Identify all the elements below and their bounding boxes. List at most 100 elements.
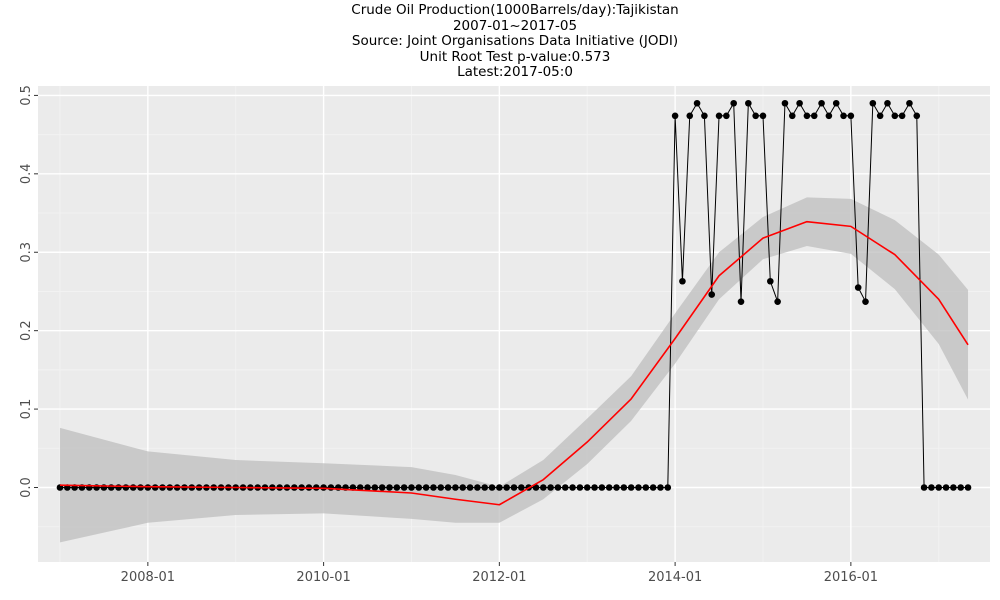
data-point xyxy=(957,484,965,491)
data-point xyxy=(796,99,803,107)
data-point xyxy=(767,277,774,285)
data-point xyxy=(620,484,628,491)
data-point xyxy=(474,484,481,491)
data-point xyxy=(115,484,122,491)
x-tick-label: 2012-01 xyxy=(472,570,526,585)
y-tick-label: 0.3 xyxy=(19,242,34,263)
data-point xyxy=(642,484,650,491)
data-point xyxy=(906,99,913,107)
data-point xyxy=(583,484,591,491)
data-point xyxy=(356,484,364,491)
chart-title: Crude Oil Production(1000Barrels/day):Ta… xyxy=(351,2,679,18)
data-point xyxy=(378,484,386,491)
data-point xyxy=(869,99,877,107)
y-tick-label: 0.1 xyxy=(19,399,34,420)
data-point xyxy=(466,484,474,491)
data-point xyxy=(598,484,606,491)
data-point xyxy=(693,99,701,107)
data-point xyxy=(129,484,137,491)
y-tick-label: 0.2 xyxy=(19,320,34,341)
data-point xyxy=(884,99,891,107)
data-point xyxy=(898,112,906,120)
data-point xyxy=(137,484,144,491)
x-tick-label: 2008-01 xyxy=(121,570,175,585)
data-point xyxy=(107,484,115,491)
data-point xyxy=(825,112,833,120)
data-point xyxy=(576,484,584,491)
data-point xyxy=(671,112,679,120)
y-axis: 0.0 0.1 0.2 0.3 0.4 0.5 xyxy=(19,85,38,498)
data-point xyxy=(679,277,686,285)
data-point xyxy=(364,484,371,491)
data-point xyxy=(715,112,723,120)
chart-subtitle-source: Source: Joint Organisations Data Initiat… xyxy=(351,33,679,49)
data-point xyxy=(591,484,598,491)
data-point xyxy=(635,484,642,491)
data-point xyxy=(408,484,415,491)
confidence-band xyxy=(59,197,969,543)
data-point xyxy=(481,484,489,491)
data-point xyxy=(327,484,335,491)
y-tick-label: 0.5 xyxy=(19,85,34,106)
x-tick-label: 2014-01 xyxy=(648,570,702,585)
data-point xyxy=(613,484,620,491)
chart-subtitle-latest: Latest:2017-05:0 xyxy=(457,64,573,80)
data-point xyxy=(920,484,928,491)
chart-subtitle-unit-root: Unit Root Test p-value:0.573 xyxy=(419,48,611,65)
data-point xyxy=(701,112,708,120)
smooth-line xyxy=(59,220,969,506)
data-point xyxy=(627,484,635,491)
data-point xyxy=(437,484,445,491)
data-point xyxy=(759,112,767,120)
data-point xyxy=(444,484,452,491)
data-point xyxy=(649,484,657,491)
data-point xyxy=(122,484,130,491)
data-point xyxy=(803,112,811,120)
data-point xyxy=(547,484,554,491)
data-point xyxy=(832,99,840,107)
data-point xyxy=(891,112,899,120)
data-point xyxy=(488,484,496,491)
data-point xyxy=(774,298,781,305)
data-point xyxy=(400,484,408,491)
data-point xyxy=(752,112,759,120)
data-point xyxy=(510,484,518,491)
data-point xyxy=(664,484,672,491)
data-point xyxy=(430,484,437,491)
data-point xyxy=(730,99,737,107)
data-point xyxy=(554,484,562,491)
data-point xyxy=(942,484,950,491)
data-point xyxy=(539,484,547,491)
data-point xyxy=(657,484,664,491)
data-point xyxy=(503,484,510,491)
chart-title-block: Crude Oil Production(1000Barrels/day):Ta… xyxy=(0,2,1000,81)
data-point xyxy=(950,484,957,491)
data-point xyxy=(854,284,862,291)
data-point xyxy=(723,112,730,120)
data-point xyxy=(415,484,423,491)
data-point xyxy=(745,99,752,107)
x-tick-label: 2016-01 xyxy=(824,570,878,585)
y-tick-label: 0.0 xyxy=(19,477,34,498)
data-point xyxy=(935,484,943,491)
y-tick-label: 0.4 xyxy=(19,163,34,184)
data-point xyxy=(788,112,796,120)
data-point xyxy=(708,291,716,298)
data-point xyxy=(876,112,884,120)
data-point xyxy=(422,484,430,491)
data-point xyxy=(818,99,825,107)
minor-gridlines xyxy=(38,86,990,562)
data-point xyxy=(810,112,818,120)
data-point xyxy=(737,298,745,305)
data-point xyxy=(459,484,467,491)
x-axis: 2008-01 2010-01 2012-01 2014-01 2016-01 xyxy=(121,562,878,585)
data-point xyxy=(847,112,855,120)
chart-subtitle-date-range: 2007-01~2017-05 xyxy=(452,17,578,34)
data-point xyxy=(496,484,503,491)
data-point xyxy=(928,484,935,491)
data-point xyxy=(393,484,401,491)
data-point xyxy=(686,112,694,120)
data-point xyxy=(532,484,540,491)
data-point xyxy=(840,112,847,120)
